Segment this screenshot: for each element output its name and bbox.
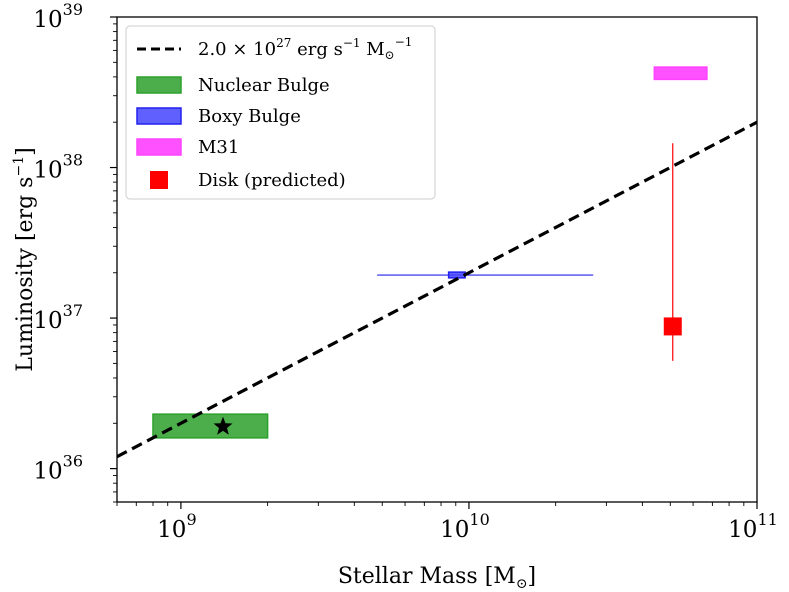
legend: 2.0 × 1027 erg s−1 M⊙−1 Nuclear Bulge Bo… [125, 25, 436, 200]
x-axis-ticks [116, 502, 758, 509]
y-tick-label-exp: 37 [63, 301, 83, 320]
x-axis-label-unit: ⊙ [516, 576, 528, 592]
legend-handle-boxy-bulge [136, 107, 182, 125]
x-tick-label-exp: 10 [469, 510, 489, 529]
legend-box [125, 25, 436, 200]
y-tick-label: 1039 [33, 0, 83, 33]
legend-relation-unit: erg s [291, 39, 342, 60]
legend-label-m31: M31 [198, 137, 239, 158]
boxy-bulge-region [447, 271, 466, 279]
legend-handle-m31 [136, 138, 182, 156]
x-tick-label-base: 10 [440, 517, 469, 543]
y-tick-label-base: 10 [33, 7, 62, 33]
legend-label-boxy-bulge: Boxy Bulge [198, 106, 301, 127]
y-tick-label-exp: 36 [63, 452, 83, 471]
legend-label-nuclear-bulge: Nuclear Bulge [198, 75, 330, 96]
nuclear-bulge-star-marker [213, 416, 233, 435]
y-axis-label-suffix: ] [13, 147, 38, 156]
y-tick-label-base: 10 [33, 158, 62, 184]
x-tick-label-exp: 9 [186, 510, 196, 529]
x-tick-label-exp: 11 [757, 510, 777, 529]
data-points [213, 143, 682, 435]
y-tick-label-exp: 38 [63, 151, 83, 170]
x-axis-label-close: ] [528, 564, 537, 589]
legend-relation-coef: 2.0 × 10 [198, 39, 276, 60]
legend-label-disk-predicted: Disk (predicted) [198, 170, 346, 191]
x-axis-label-text: Stellar Mass [M [338, 564, 516, 589]
nuclear-bulge-region [152, 413, 269, 439]
legend-relation-coef-exp: 27 [276, 36, 291, 50]
disk-predicted-marker [663, 317, 682, 336]
legend-relation-unit-exp: −1 [343, 36, 361, 50]
y-tick-label: 1036 [33, 452, 83, 485]
plot-frame [116, 16, 758, 503]
legend-handle-nuclear-bulge [136, 76, 182, 94]
x-tick-label: 109 [157, 510, 196, 543]
y-axis-label: Luminosity [erg s−1] [11, 147, 38, 371]
x-tick-label: 1010 [440, 510, 490, 543]
y-tick-label: 1037 [33, 301, 83, 334]
legend-relation-mass: M [361, 39, 385, 60]
x-axis-tick-labels: 109 1010 1011 [157, 510, 778, 543]
y-axis-label-prefix: Luminosity [erg s [13, 177, 38, 372]
y-axis-label-exp: −1 [11, 156, 27, 177]
relation-line [117, 120, 757, 459]
x-tick-label: 1011 [728, 510, 778, 543]
y-axis-ticks [110, 16, 117, 503]
x-tick-label-base: 10 [728, 517, 757, 543]
y-tick-label: 1038 [33, 151, 83, 184]
legend-handle-disk-predicted [150, 171, 168, 189]
legend-relation-mass-exp: −1 [395, 35, 413, 49]
relation-line-group [117, 120, 757, 459]
x-tick-label-base: 10 [157, 517, 186, 543]
legend-label-relation: 2.0 × 1027 erg s−1 M⊙−1 [198, 35, 412, 62]
y-tick-label-base: 10 [33, 308, 62, 334]
x-axis-label: Stellar Mass [M⊙] [338, 564, 536, 592]
data-regions [152, 66, 708, 439]
y-tick-label-exp: 39 [63, 0, 83, 19]
legend-relation-mass-sub: ⊙ [385, 48, 395, 62]
y-tick-label-base: 10 [33, 459, 62, 485]
m31-region [653, 66, 708, 81]
